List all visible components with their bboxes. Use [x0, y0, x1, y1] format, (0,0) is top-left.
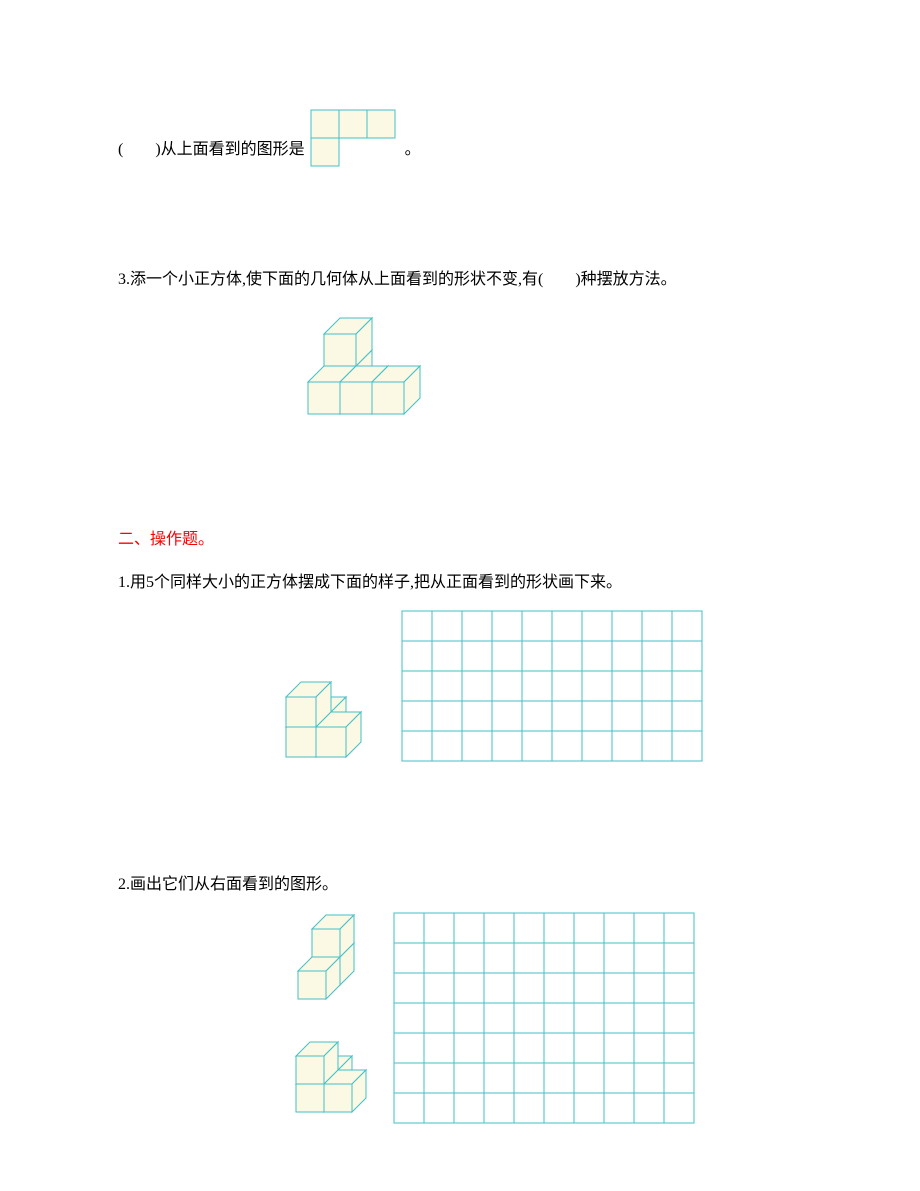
q-top-view: ( )从上面看到的图形是 。 — [118, 0, 880, 168]
s2q1-cube-figure — [278, 663, 398, 763]
q3-figure-wrap — [118, 310, 880, 420]
q3-text: 3.添一个小正方体,使下面的几何体从上面看到的形状不变,有( )种摆放方法。 — [118, 268, 880, 292]
q-top-view-pre: ( )从上面看到的图形是 — [118, 138, 305, 168]
s2q2-cube-figure-a — [288, 911, 388, 1006]
s2q2-figure-row — [118, 911, 880, 1125]
q3: 3.添一个小正方体,使下面的几何体从上面看到的形状不变,有( )种摆放方法。 — [118, 268, 880, 420]
q3-cube-figure — [298, 310, 488, 420]
s2q1-grid — [400, 609, 704, 763]
s2q2-grid — [392, 911, 696, 1125]
s2q2-text: 2.画出它们从右面看到的图形。 — [118, 873, 880, 897]
top-view-shape — [309, 108, 397, 168]
s2q2-cube-figure-b — [288, 1018, 388, 1118]
section2-heading: 二、操作题。 — [118, 525, 880, 549]
s2q2-cubes-col — [288, 911, 388, 1118]
s2q1-figure-row — [118, 609, 880, 763]
s2q1-text: 1.用5个同样大小的正方体摆成下面的样子,把从正面看到的形状画下来。 — [118, 571, 880, 595]
q-top-view-post: 。 — [405, 138, 421, 168]
page: ( )从上面看到的图形是 。 3.添一个小正方体,使下面的几何体从上面看到的形状… — [0, 0, 920, 1191]
